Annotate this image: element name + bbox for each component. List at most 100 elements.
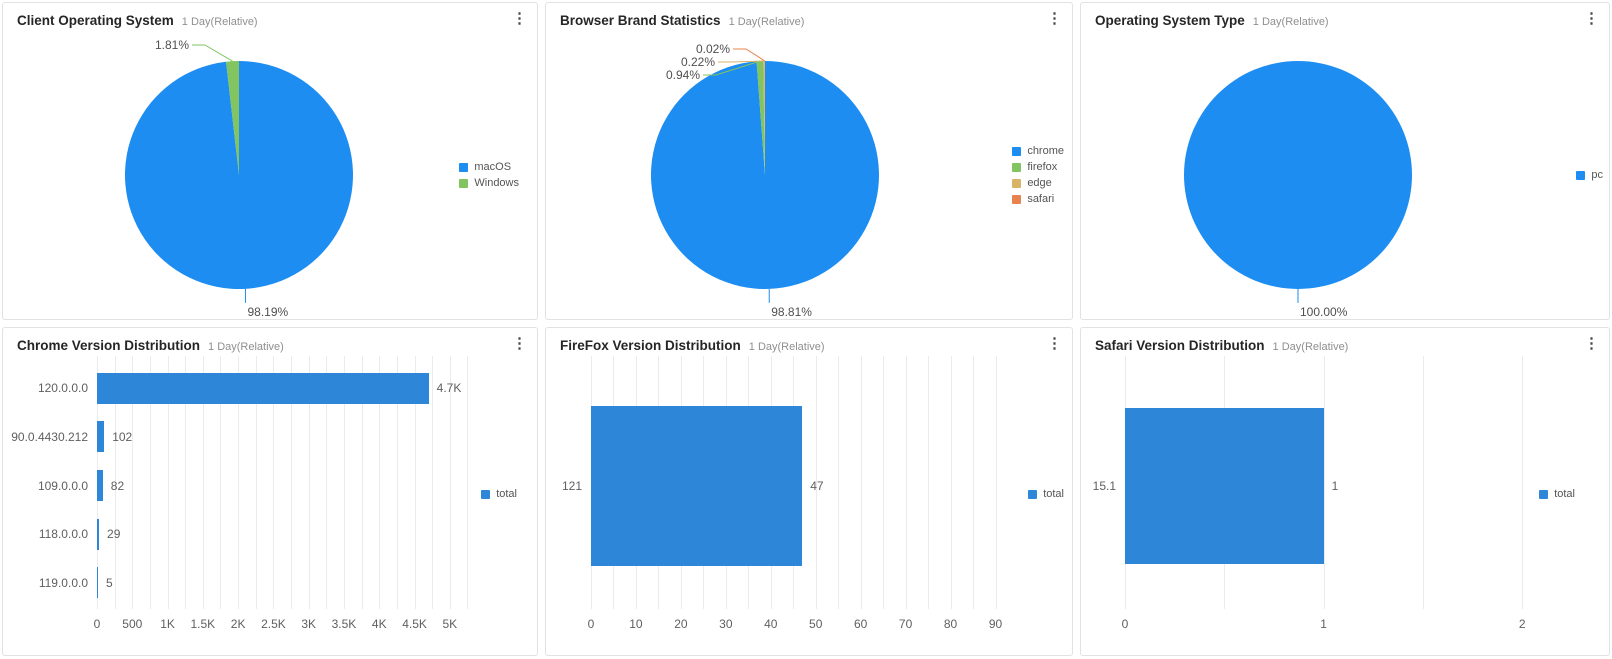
pie-slice-macOS[interactable] xyxy=(124,61,353,289)
gridline xyxy=(995,356,997,609)
bar-15.1[interactable] xyxy=(1125,407,1324,564)
kebab-menu-icon[interactable]: ⋮ xyxy=(1584,10,1599,27)
panel-browser-brand-statistics: Browser Brand Statistics 1 Day(Relative)… xyxy=(545,2,1073,320)
pie-percent-label: 0.94% xyxy=(666,68,700,82)
kebab-menu-icon[interactable]: ⋮ xyxy=(1584,335,1599,352)
legend-marker-icon xyxy=(481,489,491,499)
x-tick-label: 2.5K xyxy=(261,617,286,631)
x-tick-label: 40 xyxy=(764,617,778,631)
pie-chart-client-os: 1.81% 98.19% macOS Windows xyxy=(3,3,537,319)
gridline xyxy=(255,356,257,609)
gridline xyxy=(467,356,469,609)
legend-label: total xyxy=(496,488,517,500)
gridline xyxy=(238,356,240,609)
panel-time-range: 1 Day(Relative) xyxy=(728,16,805,28)
kebab-menu-icon[interactable]: ⋮ xyxy=(512,10,527,27)
legend-item-total[interactable]: total xyxy=(1539,488,1575,500)
x-tick-label: 2K xyxy=(230,617,246,631)
chart-legend: total xyxy=(481,484,517,504)
panel-time-range: 1 Day(Relative) xyxy=(1272,341,1349,353)
legend-marker-icon xyxy=(1576,170,1586,180)
legend-item-Windows[interactable]: Windows xyxy=(459,177,519,189)
gridline xyxy=(973,356,975,609)
panel-time-range: 1 Day(Relative) xyxy=(748,341,825,353)
pie-slice-edge[interactable] xyxy=(763,61,765,175)
panel-header: FireFox Version Distribution 1 Day(Relat… xyxy=(546,328,1072,362)
kebab-menu-icon[interactable]: ⋮ xyxy=(1047,335,1062,352)
bar-109.0.0.0[interactable] xyxy=(97,470,103,501)
x-tick-label: 70 xyxy=(898,617,913,631)
legend-item-edge[interactable]: edge xyxy=(1012,177,1064,189)
label-leader-line xyxy=(733,48,766,62)
chart-legend: total xyxy=(1539,484,1575,504)
legend-item-pc[interactable]: pc xyxy=(1576,169,1603,181)
x-tick-label: 1 xyxy=(1320,617,1327,631)
bar-118.0.0.0[interactable] xyxy=(97,518,100,550)
category-label: 119.0.0.0 xyxy=(38,575,88,590)
panel-header: Chrome Version Distribution 1 Day(Relati… xyxy=(3,328,537,362)
legend-item-total[interactable]: total xyxy=(481,488,517,500)
pie-percent-label: 98.19% xyxy=(247,305,288,319)
gridline xyxy=(326,356,328,609)
pie-canvas: 1.81% 98.19% xyxy=(124,38,353,319)
pie-slice-Windows[interactable] xyxy=(226,61,239,175)
x-tick-label: 3.5K xyxy=(331,617,357,631)
legend-label: total xyxy=(1554,488,1575,500)
label-leader-line xyxy=(718,60,765,63)
legend-marker-icon xyxy=(1012,178,1022,188)
gridline xyxy=(432,356,434,609)
legend-marker-icon xyxy=(459,162,469,172)
gridline xyxy=(185,356,187,609)
pie-slice-pc[interactable] xyxy=(1184,61,1412,289)
value-label: 47 xyxy=(810,478,824,493)
bar-121[interactable] xyxy=(591,405,803,566)
legend-item-total[interactable]: total xyxy=(1028,488,1064,500)
value-label: 102 xyxy=(112,429,133,444)
bar-120.0.0.0[interactable] xyxy=(97,372,429,404)
pie-canvas: 0.94%0.22%0.02% 98.81% xyxy=(651,42,879,319)
gridline xyxy=(273,356,275,609)
bar-119.0.0.0[interactable] xyxy=(97,567,98,599)
panel-header: Client Operating System 1 Day(Relative) xyxy=(3,3,537,37)
x-tick-label: 1K xyxy=(160,617,175,631)
gridline xyxy=(379,356,381,609)
x-tick-label: 50 xyxy=(809,617,823,631)
pie-percent-label: 0.02% xyxy=(696,42,730,56)
pie-slice-firefox[interactable] xyxy=(756,61,765,175)
gridline xyxy=(343,356,345,609)
panel-header: Safari Version Distribution 1 Day(Relati… xyxy=(1081,328,1609,362)
x-tick-label: 2 xyxy=(1518,617,1526,631)
x-tick-label: 0 xyxy=(1121,617,1129,631)
kebab-menu-icon[interactable]: ⋮ xyxy=(512,335,527,352)
value-label: 82 xyxy=(110,478,125,493)
legend-item-safari[interactable]: safari xyxy=(1012,193,1064,205)
gridline xyxy=(220,356,222,609)
panel-title: Operating System Type xyxy=(1095,13,1245,28)
x-tick-label: 80 xyxy=(943,617,958,631)
legend-label: edge xyxy=(1027,177,1052,189)
gridline xyxy=(1323,356,1325,609)
gridline xyxy=(361,356,363,609)
x-tick-label: 0 xyxy=(587,617,595,631)
panel-chrome-version-distribution: Chrome Version Distribution 1 Day(Relati… xyxy=(2,327,538,656)
legend-item-macOS[interactable]: macOS xyxy=(459,161,519,173)
chart-legend: chrome firefox edge safari xyxy=(1012,141,1064,209)
legend-marker-icon xyxy=(1539,489,1549,499)
legend-item-firefox[interactable]: firefox xyxy=(1012,161,1064,173)
pie-percent-label: 1.81% xyxy=(155,38,189,52)
gridline xyxy=(202,356,204,609)
bar-90.0.4430.212[interactable] xyxy=(97,421,105,453)
category-label: 15.1 xyxy=(1092,478,1116,493)
panel-safari-version-distribution: Safari Version Distribution 1 Day(Relati… xyxy=(1080,327,1610,656)
legend-item-chrome[interactable]: chrome xyxy=(1012,145,1064,157)
kebab-menu-icon[interactable]: ⋮ xyxy=(1047,10,1062,27)
category-label: 121 xyxy=(561,478,582,493)
label-leader-line xyxy=(703,60,761,76)
x-tick-label: 90 xyxy=(988,617,1003,631)
x-tick-label: 3K xyxy=(301,617,317,631)
value-label: 4.7K xyxy=(436,381,462,396)
panel-header: Browser Brand Statistics 1 Day(Relative) xyxy=(546,3,1072,37)
x-tick-label: 500 xyxy=(122,617,143,631)
panel-client-operating-system: Client Operating System 1 Day(Relative) … xyxy=(2,2,538,320)
